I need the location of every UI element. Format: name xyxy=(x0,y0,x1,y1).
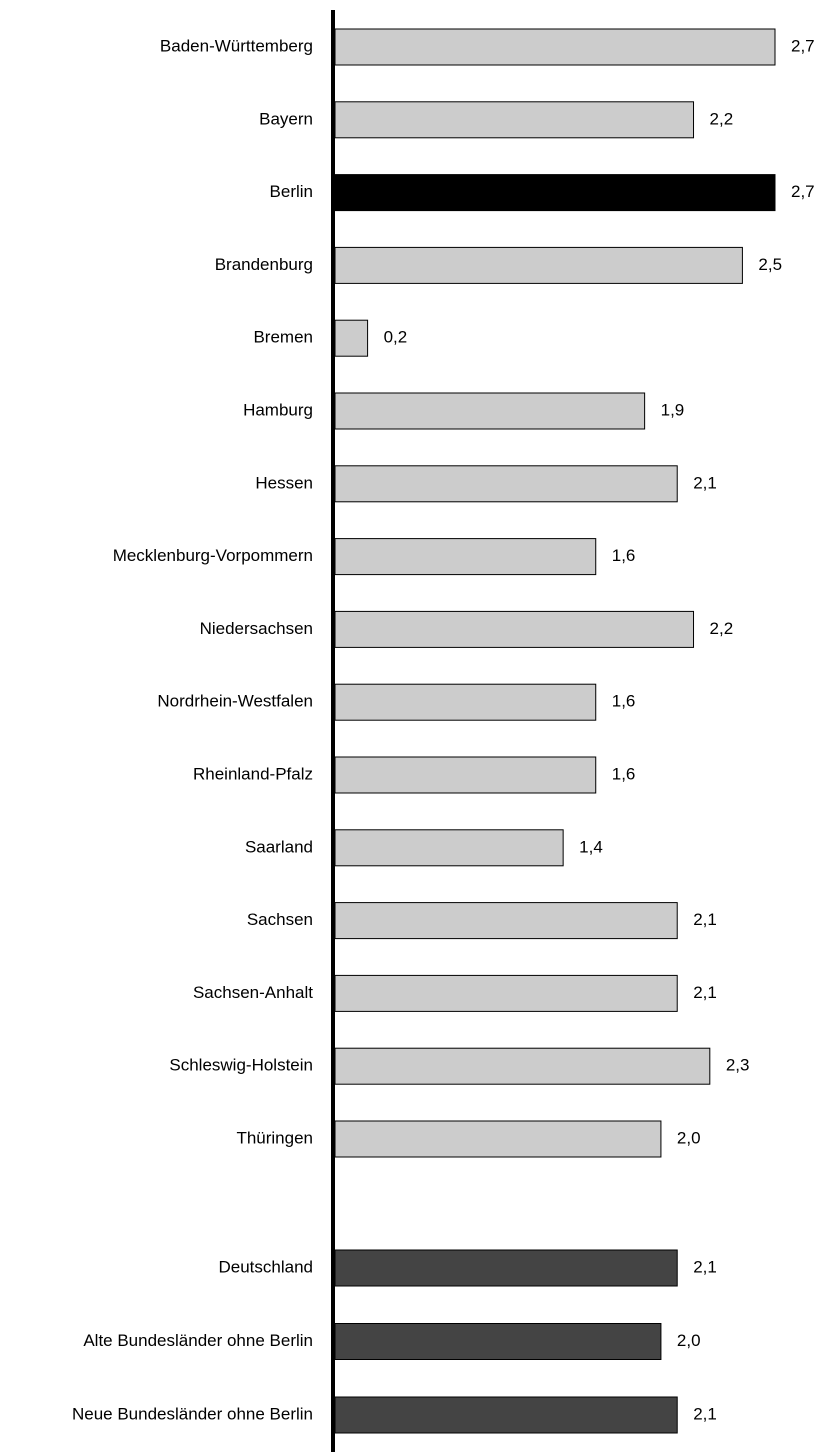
category-label: Baden-Württemberg xyxy=(160,36,313,55)
bar xyxy=(334,246,743,284)
value-label: 2,1 xyxy=(693,983,717,1002)
category-label: Sachsen xyxy=(247,910,313,929)
bars-group xyxy=(334,28,776,1434)
value-label: 2,2 xyxy=(710,619,734,638)
category-label: Alte Bundesländer ohne Berlin xyxy=(83,1331,313,1350)
value-label: 1,6 xyxy=(612,764,636,783)
category-label: Nordrhein-Westfalen xyxy=(157,692,313,711)
bar xyxy=(334,902,678,940)
value-label: 2,1 xyxy=(693,1404,717,1423)
bar xyxy=(334,756,597,794)
category-label: Niedersachsen xyxy=(200,619,313,638)
category-label: Sachsen-Anhalt xyxy=(193,983,313,1002)
bar xyxy=(334,538,597,576)
value-label: 2,1 xyxy=(693,910,717,929)
category-label: Hessen xyxy=(255,473,313,492)
value-label: 1,6 xyxy=(612,692,636,711)
category-label: Deutschland xyxy=(218,1257,313,1276)
category-label: Berlin xyxy=(270,182,313,201)
bar xyxy=(334,829,564,867)
bar xyxy=(334,1120,662,1158)
bar xyxy=(334,610,695,648)
category-label: Saarland xyxy=(245,837,313,856)
value-label: 1,6 xyxy=(612,546,636,565)
bar xyxy=(334,683,597,721)
category-label: Schleswig-Holstein xyxy=(169,1056,313,1075)
bar xyxy=(334,1047,711,1085)
value-label: 0,2 xyxy=(384,328,408,347)
bar xyxy=(334,1323,662,1360)
category-label: Bayern xyxy=(259,109,313,128)
bar xyxy=(334,101,695,139)
category-label: Brandenburg xyxy=(215,255,313,274)
category-label: Neue Bundesländer ohne Berlin xyxy=(72,1404,313,1423)
bar xyxy=(334,465,678,503)
bar xyxy=(334,319,369,357)
bar xyxy=(334,1396,678,1434)
bar xyxy=(334,174,776,212)
value-label: 2,3 xyxy=(726,1056,750,1075)
value-label: 2,0 xyxy=(677,1331,701,1350)
value-label: 2,5 xyxy=(758,255,782,274)
value-label: 2,1 xyxy=(693,473,717,492)
bar xyxy=(334,974,678,1012)
labels-group: Baden-Württemberg 2,7 Bayern 2,2 Berlin 2,7 Br… xyxy=(72,36,815,1423)
category-label: Thüringen xyxy=(236,1128,313,1147)
value-label: 2,1 xyxy=(693,1257,717,1276)
bar xyxy=(334,28,776,66)
bar xyxy=(334,392,646,430)
category-label: Mecklenburg-Vorpommern xyxy=(113,546,313,565)
value-label: 1,4 xyxy=(579,837,603,856)
value-label: 1,9 xyxy=(661,400,685,419)
value-label: 2,7 xyxy=(791,182,815,201)
value-label: 2,7 xyxy=(791,36,815,55)
value-label: 2,0 xyxy=(677,1128,701,1147)
bar xyxy=(334,1249,678,1287)
value-label: 2,2 xyxy=(710,109,734,128)
category-label: Hamburg xyxy=(243,400,313,419)
category-label: Rheinland-Pfalz xyxy=(193,764,313,783)
category-label: Bremen xyxy=(253,328,313,347)
